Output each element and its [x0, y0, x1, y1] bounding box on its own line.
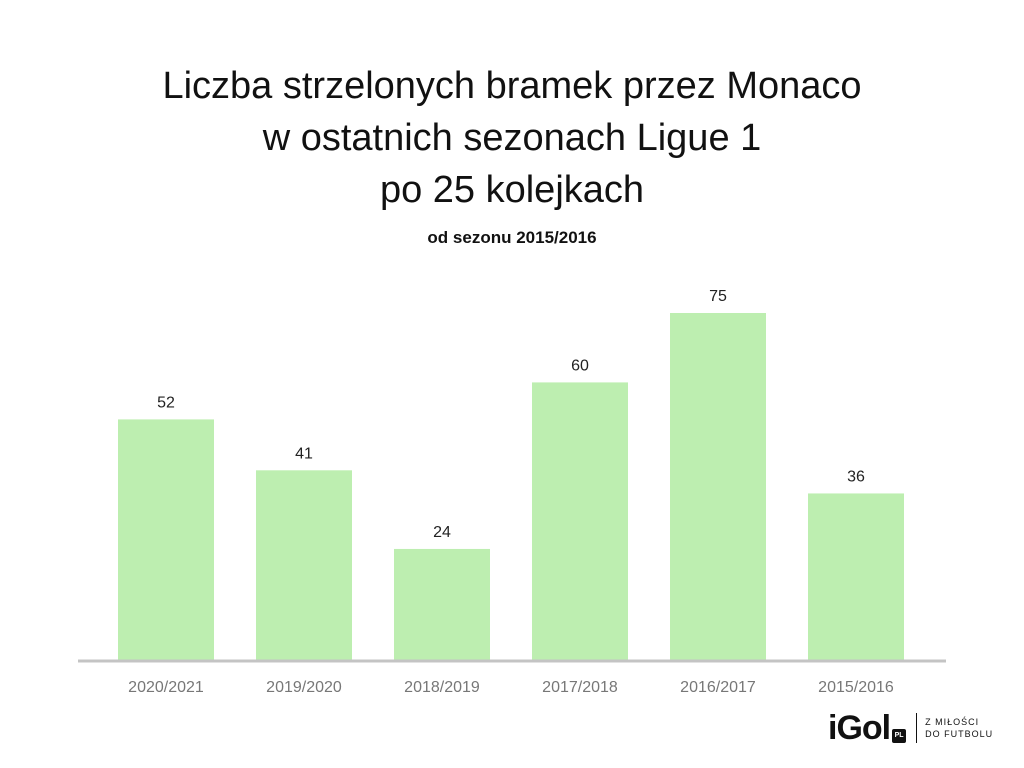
data-label: 41: [295, 445, 313, 462]
x-tick-label: 2018/2019: [404, 679, 480, 696]
bar-2020-2021: [118, 419, 214, 660]
chart-title-line-3: po 25 kolejkach: [379, 169, 645, 211]
x-tick-label: 2017/2018: [542, 679, 618, 696]
bar-2015-2016: [808, 493, 904, 660]
x-tick-label: 2020/2021: [128, 679, 204, 696]
x-tick-label: 2019/2020: [266, 679, 342, 696]
bar-2019-2020: [256, 470, 352, 660]
data-label: 60: [571, 357, 589, 374]
logo-tagline: Z MIŁOŚCI DO FUTBOLU: [925, 716, 993, 740]
bar-2016-2017: [670, 313, 766, 660]
bar-2018-2019: [394, 548, 490, 660]
chart-title-line-2: w ostatnich sezonach Ligue 1: [262, 117, 762, 159]
logo-tagline-line-2: DO FUTBOLU: [925, 729, 994, 739]
logo-tagline-line-1: Z MIŁOŚCI: [925, 717, 980, 727]
data-label: 36: [847, 468, 865, 485]
data-label: 24: [433, 524, 451, 541]
x-tick-label: 2016/2017: [680, 679, 756, 696]
logo-divider: [916, 713, 918, 743]
logo-wordmark: iGol: [828, 708, 891, 747]
bar-2017-2018: [532, 382, 628, 660]
data-label: 52: [157, 394, 175, 411]
igol-logo: iGol PL Z MIŁOŚCI DO FUTBOLU: [828, 708, 993, 748]
x-tick-label: 2015/2016: [818, 679, 894, 696]
data-label: 75: [709, 288, 727, 305]
chart-subtitle: od sezonu 2015/2016: [427, 228, 597, 247]
logo-pl-badge: PL: [892, 729, 907, 743]
chart-title-line-1: Liczba strzelonych bramek przez Monaco: [162, 65, 862, 107]
chart-title: Liczba strzelonych bramek przez Monaco w…: [0, 60, 1024, 216]
